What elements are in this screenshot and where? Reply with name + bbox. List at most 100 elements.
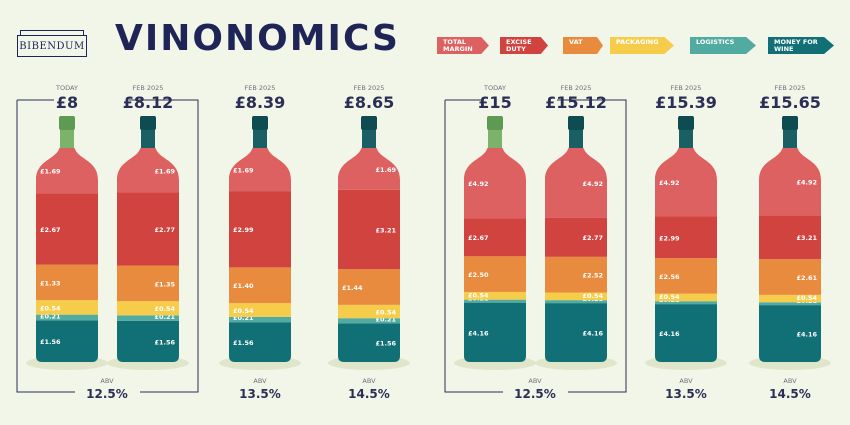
period-label: FEB 2025 — [354, 84, 385, 92]
brand-logo: BIBENDUM — [17, 30, 87, 57]
data-label: £1.44 — [342, 284, 363, 292]
data-label: £0.54 — [154, 305, 175, 313]
bar-segment-duty — [464, 218, 526, 257]
price-label: £15.39 — [655, 93, 717, 112]
data-label: £3.21 — [796, 234, 817, 242]
legend-item-packaging: PACKAGING — [610, 37, 674, 54]
bar-segment-packaging — [338, 304, 400, 319]
bar-segment-wine — [117, 320, 179, 362]
period-label: TODAY — [483, 84, 506, 92]
data-label: £2.67 — [40, 226, 61, 234]
abv-caption: ABV — [362, 377, 376, 385]
period-label: FEB 2025 — [133, 84, 164, 92]
bar-segment-duty — [36, 193, 98, 265]
bar-segment-vat — [655, 258, 717, 294]
data-label: £0.21 — [233, 314, 254, 322]
bar-segment-wine — [36, 320, 98, 362]
price-label: £15.65 — [759, 93, 821, 112]
data-label: £2.99 — [233, 226, 254, 234]
legend-item-excise-duty: EXCISE DUTY — [500, 37, 548, 54]
data-label: £1.56 — [154, 338, 175, 346]
bar-segment-duty — [655, 216, 717, 259]
brand-text: BIBENDUM — [19, 40, 85, 52]
bottle-capsule — [252, 116, 268, 130]
data-label: £2.50 — [468, 271, 489, 279]
data-label: £4.92 — [796, 179, 817, 187]
group-frame — [444, 99, 627, 393]
data-label: £0.21 — [40, 312, 61, 320]
data-label: £2.77 — [582, 234, 603, 242]
abv-value: 14.5% — [769, 387, 811, 401]
bar-segment-logistics — [117, 315, 179, 321]
data-label: £3.21 — [375, 227, 396, 235]
bar-segment-logistics — [464, 299, 526, 303]
period-label: FEB 2025 — [775, 84, 806, 92]
data-label: £2.56 — [659, 273, 680, 281]
price-label: £15 — [478, 93, 511, 112]
data-label: £4.92 — [582, 180, 603, 188]
data-label: £2.67 — [468, 234, 489, 242]
group-frame — [16, 99, 199, 393]
legend-item-vat: VAT — [563, 37, 603, 54]
bar-segment-duty — [229, 191, 291, 268]
price-label: £8.65 — [344, 93, 395, 112]
data-label: £0.21 — [154, 313, 175, 321]
legend-item-logistics: LOGISTICS — [690, 37, 756, 54]
bar-segment-vat — [759, 259, 821, 295]
data-label: £1.69 — [154, 167, 175, 175]
data-label: £4.92 — [468, 180, 489, 188]
abv-caption: ABV — [783, 377, 797, 385]
legend-item-total-margin: TOTAL MARGIN — [437, 37, 489, 54]
bar-segment-logistics — [229, 316, 291, 323]
bottle-capsule — [487, 116, 503, 130]
data-label: £2.99 — [659, 234, 680, 242]
data-label: £0.54 — [233, 307, 254, 315]
bottle-capsule — [568, 116, 584, 130]
bar-segment-packaging — [464, 291, 526, 300]
abv-value: 12.5% — [86, 387, 128, 401]
data-label: £1.69 — [40, 168, 61, 176]
bottle-capsule — [59, 116, 75, 130]
data-label: £1.56 — [40, 338, 61, 346]
price-label: £15.12 — [545, 93, 607, 112]
data-label: £4.92 — [659, 179, 680, 187]
bar-segment-wine — [338, 323, 400, 362]
data-label: £0.54 — [796, 294, 817, 302]
data-label: £1.69 — [375, 166, 396, 174]
data-label: £0.54 — [582, 292, 603, 300]
bar-segment-logistics — [759, 302, 821, 306]
data-label: £1.33 — [40, 279, 61, 287]
bar-segment-wine — [545, 303, 607, 362]
period-label: FEB 2025 — [671, 84, 702, 92]
period-label: TODAY — [55, 84, 78, 92]
abv-value: 12.5% — [514, 387, 556, 401]
abv-caption: ABV — [100, 377, 114, 385]
data-label: £4.16 — [582, 330, 603, 338]
bar-segment-duty — [759, 215, 821, 260]
bar-segment-wine — [655, 304, 717, 362]
abv-caption: ABV — [528, 377, 542, 385]
abv-caption: ABV — [253, 377, 267, 385]
data-label: £1.56 — [375, 340, 396, 348]
price-label: £8.39 — [235, 93, 286, 112]
data-label: £2.61 — [796, 274, 817, 282]
bar-segment-vat — [229, 267, 291, 304]
bar-segment-logistics — [545, 300, 607, 304]
bar-segment-packaging — [759, 294, 821, 303]
bar-segment-logistics — [36, 314, 98, 321]
data-label: £2.52 — [582, 272, 603, 280]
period-label: FEB 2025 — [561, 84, 592, 92]
bar-segment-packaging — [655, 293, 717, 302]
bar-segment-wine — [464, 302, 526, 362]
legend-item-money-for-wine: MONEY FOR WINE — [768, 37, 834, 54]
abv-value: 13.5% — [239, 387, 281, 401]
data-label: £1.40 — [233, 282, 254, 290]
data-label: £1.69 — [233, 167, 254, 175]
bar-segment-duty — [545, 217, 607, 257]
bar-segment-logistics — [655, 301, 717, 305]
data-label: £4.16 — [468, 329, 489, 337]
price-label: £8.12 — [123, 93, 174, 112]
bottle-capsule — [361, 116, 377, 130]
data-label: £0.21 — [375, 315, 396, 323]
